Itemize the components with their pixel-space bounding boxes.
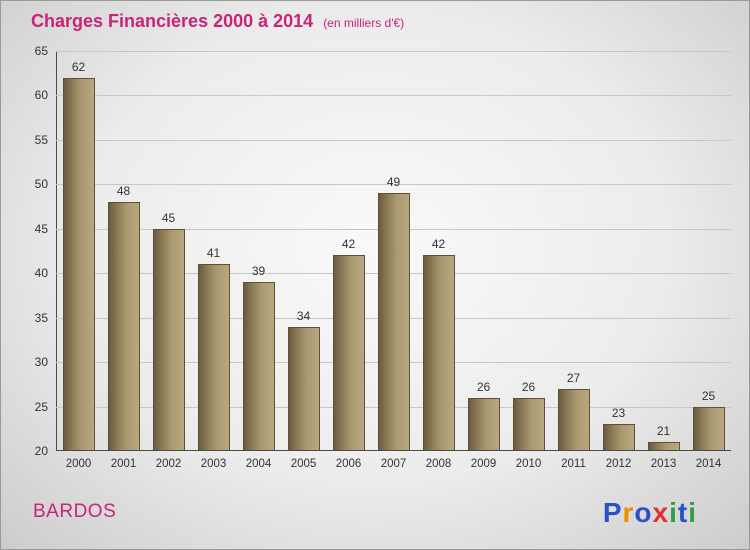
bar (512, 397, 545, 450)
bar-value-label: 48 (116, 184, 131, 199)
bar-value-label: 23 (611, 406, 626, 421)
y-tick-label: 25 (34, 399, 48, 414)
gridline (56, 139, 731, 141)
bar (107, 202, 140, 450)
logo-letter: i (669, 497, 678, 528)
y-tick-label: 65 (34, 44, 48, 58)
bar-value-label: 41 (206, 246, 221, 261)
bar (197, 264, 230, 450)
x-axis-line (56, 450, 731, 451)
bar-value-label: 39 (251, 264, 266, 279)
bar (467, 397, 500, 450)
logo-letter: t (677, 497, 689, 528)
logo-letter: P (602, 497, 623, 528)
logo-letter: i (688, 497, 697, 528)
bar (377, 193, 410, 450)
y-axis-line (56, 51, 57, 451)
bar (422, 255, 455, 450)
bar (62, 77, 95, 450)
y-tick-label: 40 (34, 266, 48, 281)
bar-value-label: 45 (161, 210, 176, 225)
bar-value-label: 26 (476, 379, 491, 394)
logo-letter: r (622, 497, 635, 528)
x-tick-label: 2009 (470, 458, 497, 470)
x-tick-label: 2005 (290, 458, 317, 470)
x-tick-label: 2003 (200, 458, 227, 470)
gridline (56, 95, 731, 97)
x-tick-label: 2004 (245, 458, 272, 470)
bar (602, 424, 635, 450)
x-tick-label: 2013 (650, 458, 677, 470)
x-tick-label: 2014 (695, 458, 722, 470)
bar-value-label: 62 (71, 59, 86, 74)
chart-header: Charges Financières 2000 à 2014 (en mill… (31, 11, 404, 32)
x-tick-label: 2007 (380, 458, 407, 470)
y-tick-label: 35 (34, 310, 48, 325)
bar-value-label: 42 (341, 237, 356, 252)
logo-letter: x (652, 497, 670, 528)
company-name: BARDOS (33, 501, 117, 522)
x-tick-label: 2010 (515, 458, 542, 470)
chart-title: Charges Financières 2000 à 2014 (31, 11, 314, 31)
bar-value-label: 27 (566, 370, 581, 385)
bar (692, 406, 725, 450)
x-tick-label: 2006 (335, 458, 362, 470)
bar (152, 228, 185, 450)
bar (332, 255, 365, 450)
bar (287, 326, 320, 450)
y-tick-label: 20 (34, 444, 48, 458)
y-tick-label: 50 (34, 177, 48, 192)
bar (557, 388, 590, 450)
gridline (56, 184, 731, 186)
x-tick-label: 2011 (561, 458, 586, 470)
logo-letter: o (634, 497, 653, 528)
bar (647, 442, 680, 450)
bar-value-label: 34 (296, 308, 311, 323)
bar (242, 282, 275, 450)
x-tick-label: 2000 (65, 458, 92, 470)
y-tick-label: 45 (34, 221, 48, 236)
chart-subtitle: (en milliers d'€) (323, 16, 405, 30)
y-tick-label: 30 (34, 355, 48, 370)
plot-area: 20 25 30 35 40 45 50 55 60 65 62 2000 48 2001 45 2002 41… (35, 44, 731, 470)
x-tick-label: 2002 (155, 458, 182, 470)
gridline (56, 51, 731, 52)
y-tick-label: 60 (34, 88, 48, 103)
x-tick-label: 2001 (110, 458, 137, 470)
x-tick-label: 2008 (425, 458, 452, 470)
bar-value-label: 26 (521, 379, 536, 394)
bar-value-label: 49 (386, 175, 401, 190)
x-tick-label: 2012 (605, 458, 632, 470)
y-tick-label: 55 (34, 132, 48, 147)
proxiti-logo: Proxiti (603, 497, 697, 529)
bar-value-label: 42 (431, 237, 446, 252)
bar-value-label: 21 (656, 424, 671, 439)
bar-value-label: 25 (701, 388, 716, 403)
